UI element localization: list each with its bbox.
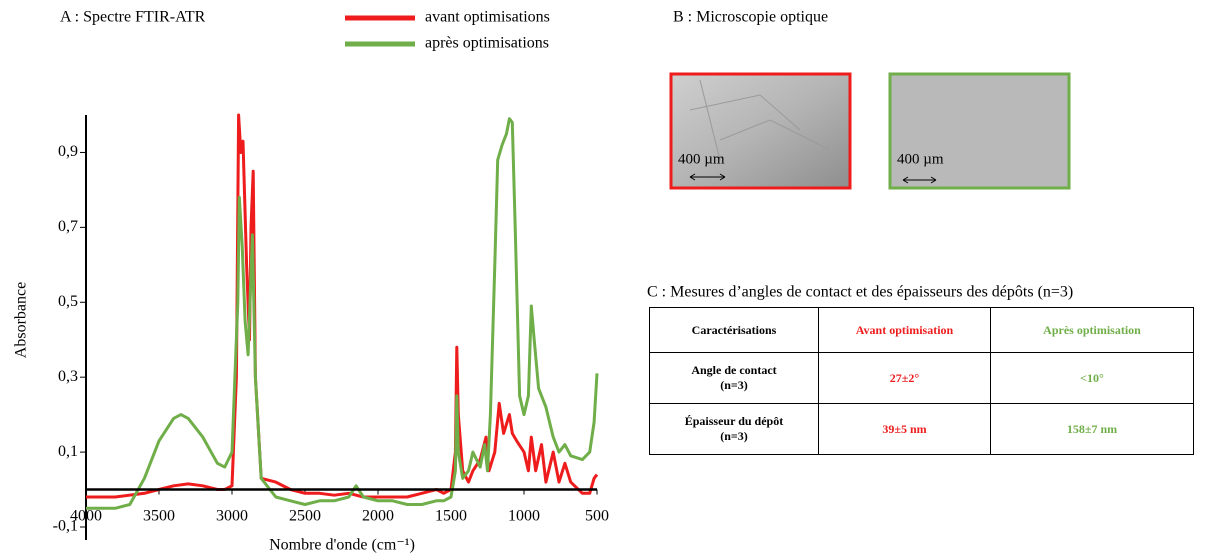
x-tick-label: 2500 (289, 508, 321, 525)
y-axis-label: Absorbance (13, 282, 30, 358)
table-cell: Avant optimisation (819, 308, 991, 353)
x-tick-label: 4000 (70, 508, 102, 525)
micrograph-after (890, 74, 1069, 188)
x-tick-label: 1500 (435, 508, 467, 525)
scale-label: 400 µm (897, 151, 944, 167)
x-tick-label: 500 (585, 508, 609, 525)
table-cell: 39±5 nm (819, 404, 991, 455)
y-tick-label: 0,7 (58, 218, 78, 235)
scale-label: 400 µm (678, 151, 725, 167)
micrograph-before (671, 74, 850, 188)
table-cell: 27±2° (819, 353, 991, 404)
y-tick-label: 0,5 (58, 293, 78, 310)
y-tick-label: 0,1 (58, 443, 78, 460)
legend-label: avant optimisations (425, 9, 550, 26)
page: A : Spectre FTIR-ATR Absorbance Nombre d… (0, 0, 1223, 555)
x-tick-label: 3500 (143, 508, 175, 525)
table-cell: Caractérisations (650, 308, 819, 353)
table-cell: Épaisseur du dépôt (n=3) (650, 404, 819, 455)
figure: A : Spectre FTIR-ATR Absorbance Nombre d… (0, 0, 1223, 555)
x-tick-label: 3000 (216, 508, 248, 525)
table-cell: Angle de contact (n=3) (650, 353, 819, 404)
table-title: C : Mesures d’angles de contact et des é… (647, 284, 1073, 301)
series-line (86, 119, 597, 509)
x-tick-label: 1000 (508, 508, 540, 525)
microscopy-title: B : Microscopie optique (673, 9, 828, 26)
table-cell: <10° (991, 353, 1194, 404)
chart-title: A : Spectre FTIR-ATR (60, 9, 206, 26)
table-row: Angle de contact (n=3)27±2°<10° (650, 353, 1194, 404)
x-axis-label: Nombre d'onde (cm⁻¹) (269, 537, 415, 554)
x-tick-label: 2000 (362, 508, 394, 525)
legend-label: après optimisations (425, 35, 549, 52)
table-cell: 158±7 nm (991, 404, 1194, 455)
table-cell: Après optimisation (991, 308, 1194, 353)
y-tick-label: 0,9 (58, 143, 78, 160)
series-line (86, 115, 597, 497)
y-tick-label: 0,3 (58, 368, 78, 385)
